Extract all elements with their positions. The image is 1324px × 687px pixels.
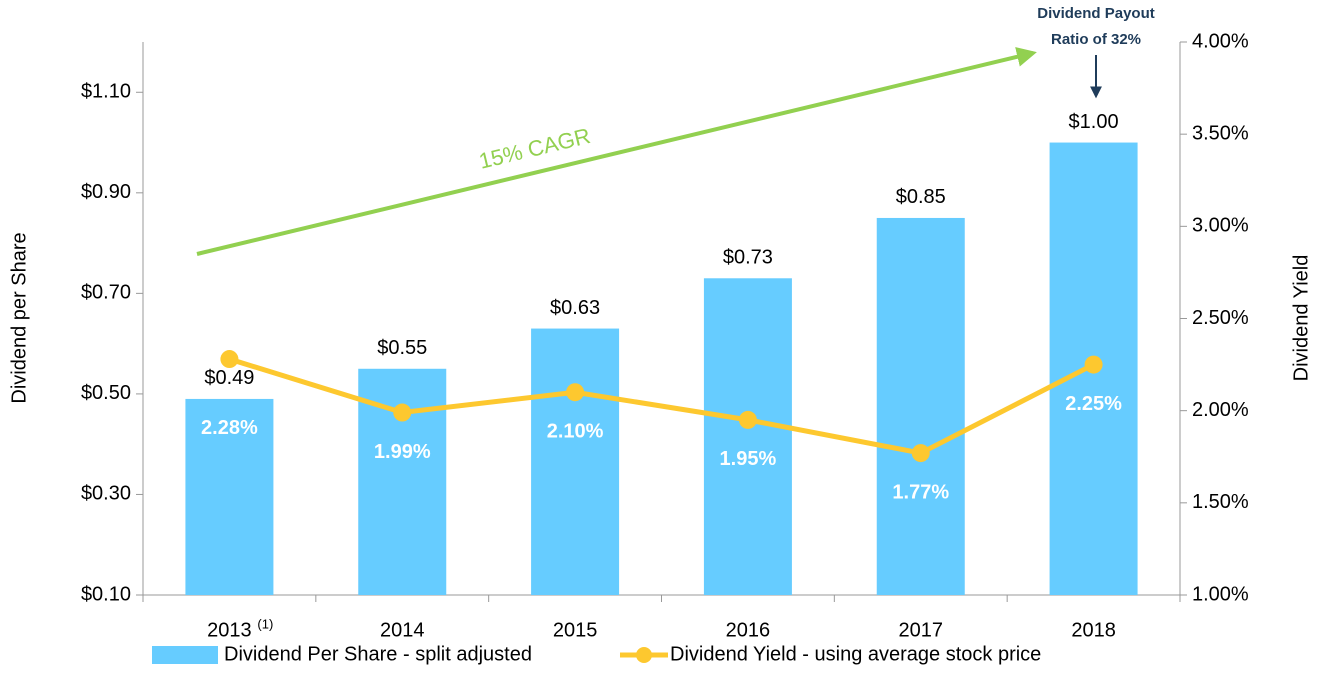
payout-label: Dividend Payout — [1037, 5, 1155, 22]
bar-value-label: $0.85 — [896, 186, 946, 208]
bar-value-label: $1.00 — [1069, 111, 1119, 133]
y2-tick-label: 1.00% — [1192, 583, 1249, 605]
yield-value-label: 1.95% — [720, 448, 777, 470]
yield-point — [1084, 355, 1103, 374]
y2-tick-label: 2.50% — [1192, 307, 1249, 329]
yield-value-label: 1.99% — [374, 441, 431, 463]
yield-value-label: 2.25% — [1065, 393, 1122, 415]
x-tick-label: 2014 — [380, 619, 425, 641]
legend-swatch — [636, 647, 652, 663]
legend-swatch — [152, 646, 218, 664]
y-tick-label: $1.10 — [81, 81, 131, 103]
yield-point — [911, 444, 930, 463]
bar — [876, 217, 965, 596]
y-axis-label: Dividend per Share — [8, 232, 30, 403]
y2-tick-label: 3.00% — [1192, 215, 1249, 237]
y-tick-label: $0.90 — [81, 181, 131, 203]
y-tick-label: $0.70 — [81, 282, 131, 304]
cagr-arrow — [196, 47, 1037, 256]
yield-value-label: 2.10% — [547, 421, 604, 443]
yield-value-label: 2.28% — [201, 417, 258, 439]
yield-point — [566, 383, 585, 402]
payout-label: Ratio of 32% — [1051, 31, 1141, 48]
x-tick-footnote: (1) — [257, 616, 273, 631]
y2-tick-label: 2.00% — [1192, 399, 1249, 421]
y-tick-label: $0.10 — [81, 583, 131, 605]
bar — [703, 278, 792, 595]
yield-line — [228, 356, 1095, 456]
yield-point — [220, 350, 239, 369]
bar-value-label: $0.55 — [377, 337, 427, 359]
y2-tick-label: 1.50% — [1192, 491, 1249, 513]
yield-point — [393, 403, 412, 422]
legend-label: Dividend Per Share - split adjusted — [224, 643, 532, 665]
cagr-label: 15% CAGR — [476, 123, 592, 174]
bar-value-label: $0.49 — [204, 367, 254, 389]
x-tick-label: 2013 — [207, 619, 252, 641]
x-tick-label: 2018 — [1071, 619, 1116, 641]
x-tick-label: 2015 — [553, 619, 598, 641]
bar — [185, 398, 274, 595]
legend-label: Dividend Yield - using average stock pri… — [670, 643, 1041, 665]
y2-tick-label: 4.00% — [1192, 30, 1249, 52]
x-tick-label: 2017 — [899, 619, 944, 641]
y2-axis-label: Dividend Yield — [1290, 255, 1312, 382]
bar-value-label: $0.73 — [723, 247, 773, 269]
y-tick-label: $0.50 — [81, 382, 131, 404]
yield-value-label: 1.77% — [892, 481, 949, 503]
bar — [531, 328, 620, 595]
y2-tick-label: 3.50% — [1192, 122, 1249, 144]
yield-point — [738, 410, 757, 429]
y-tick-label: $0.30 — [81, 483, 131, 505]
bar-value-label: $0.63 — [550, 297, 600, 319]
x-tick-label: 2016 — [726, 619, 771, 641]
